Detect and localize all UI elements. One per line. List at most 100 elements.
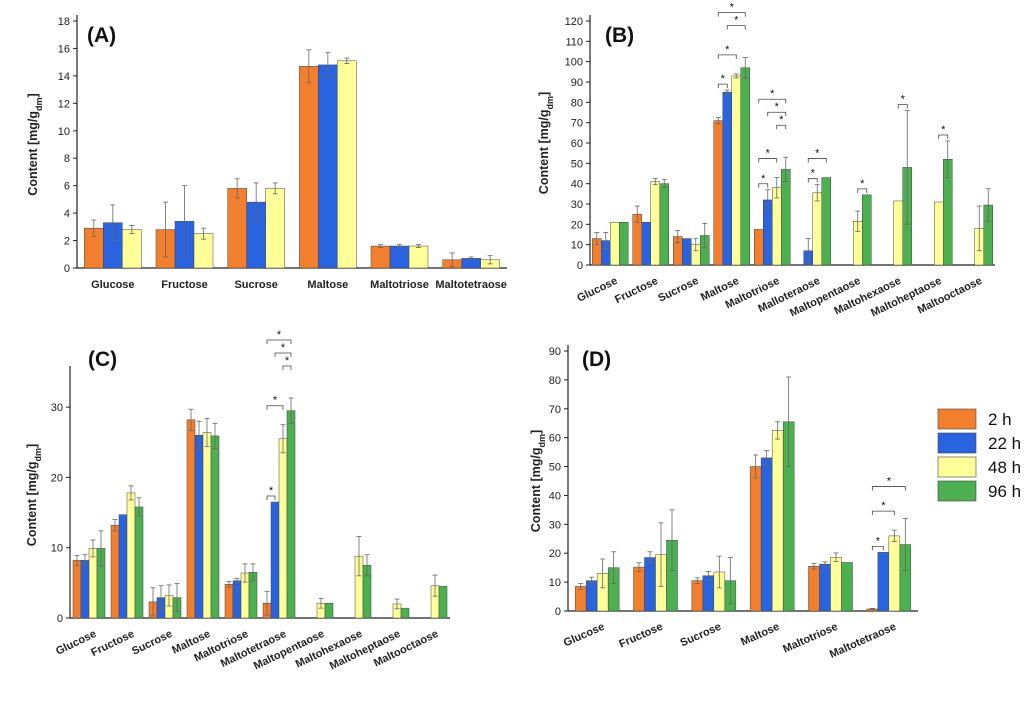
legend-label: 96 h — [988, 482, 1021, 501]
bar — [682, 238, 692, 266]
significance-bracket — [717, 54, 737, 59]
x-tick-label: Fructose — [161, 279, 207, 291]
y-axis-label: Content [mg/gdm] — [26, 93, 44, 195]
y-tick-label: 0 — [57, 613, 63, 625]
legend-label: 48 h — [988, 458, 1021, 477]
significance-bracket — [767, 111, 787, 117]
y-tick-label: 20 — [571, 219, 583, 231]
y-tick-label: 110 — [565, 36, 583, 48]
significance-bracket — [758, 98, 787, 104]
bar — [691, 580, 704, 612]
significance-star: * — [901, 93, 906, 105]
x-tick-label: Fructose — [89, 628, 136, 659]
y-tick-label: 4 — [64, 208, 70, 220]
bar — [893, 200, 903, 266]
y-tick-label: 10 — [58, 126, 70, 138]
y-tick-label: 18 — [58, 16, 70, 28]
y-tick-label: 90 — [571, 77, 583, 89]
bar — [808, 565, 820, 612]
bar — [713, 120, 723, 266]
bar — [650, 181, 660, 266]
bar — [318, 64, 338, 269]
significance-star: * — [860, 178, 865, 190]
bar — [400, 607, 410, 619]
y-tick-label: 14 — [58, 71, 70, 83]
y-tick-label: 120 — [565, 16, 583, 28]
x-tick-label: Glucose — [562, 621, 607, 650]
significance-bracket — [776, 124, 787, 130]
y-tick-label: 60 — [549, 433, 561, 445]
y-tick-label: 12 — [58, 98, 70, 110]
bar — [574, 586, 587, 612]
significance-star: * — [273, 395, 278, 407]
bar — [830, 557, 842, 612]
significance-bracket — [266, 339, 292, 345]
y-tick-label: 50 — [549, 462, 561, 474]
y-axis-label: Content [mg/gdm] — [537, 92, 555, 194]
significance-bracket — [807, 178, 818, 183]
significance-star: * — [887, 476, 892, 488]
x-tick-label: Maltotetraose — [828, 621, 898, 661]
bar — [771, 430, 784, 612]
significance-bracket — [717, 83, 728, 89]
y-tick-label: 0 — [577, 260, 583, 272]
bar — [270, 501, 280, 619]
bar — [299, 66, 319, 269]
significance-bracket — [807, 158, 827, 163]
significance-star: * — [734, 15, 739, 27]
bar — [781, 169, 791, 266]
significance-star: * — [775, 101, 780, 113]
y-tick-label: 30 — [51, 402, 63, 414]
bar — [862, 194, 872, 266]
x-tick-label: Maltose — [739, 621, 781, 649]
bar — [186, 419, 196, 619]
y-tick-label: 16 — [58, 43, 70, 55]
significance-bracket — [266, 495, 276, 501]
bar — [877, 552, 890, 612]
legend-swatch — [937, 456, 977, 478]
y-axis-label: Content [mg/gdm] — [25, 444, 43, 546]
significance-bracket — [717, 12, 746, 17]
y-tick-label: 70 — [549, 404, 561, 416]
y-tick-label: 70 — [571, 118, 583, 130]
panel-label: (D) — [582, 348, 611, 371]
x-tick-label: Sucrose — [656, 275, 700, 305]
significance-star: * — [811, 168, 816, 180]
y-tick-label: 40 — [571, 179, 583, 191]
significance-star: * — [766, 148, 771, 160]
bar — [88, 548, 98, 619]
significance-bracket — [938, 134, 949, 139]
bar — [370, 245, 391, 269]
bar — [202, 432, 212, 619]
significance-bracket — [897, 104, 908, 109]
bar — [278, 438, 288, 619]
bar — [772, 187, 782, 266]
significance-star: * — [761, 173, 766, 185]
significance-star: * — [277, 329, 282, 341]
chart-panel-b: 0 10 20 30 40 50 60 70 80 90 100 110 120 Content [mg/… — [537, 2, 995, 319]
bar — [754, 229, 764, 266]
y-tick-label: 60 — [571, 138, 583, 150]
bar — [227, 188, 247, 269]
y-tick-label: 2 — [64, 236, 70, 248]
y-tick-label: 10 — [51, 543, 63, 555]
significance-star: * — [881, 500, 886, 512]
bar — [118, 514, 128, 619]
bar — [888, 535, 901, 612]
bar — [232, 580, 242, 619]
bar — [641, 222, 651, 266]
y-axis-label: Content [mg/gdm] — [529, 430, 547, 532]
bar — [585, 580, 598, 612]
bar — [749, 466, 762, 612]
significance-bracket — [266, 405, 284, 410]
y-tick-label: 6 — [64, 181, 70, 193]
panel-label: (B) — [605, 24, 634, 47]
significance-star: * — [876, 535, 881, 547]
y-tick-label: 20 — [549, 548, 561, 560]
y-tick-label: 80 — [549, 375, 561, 387]
significance-bracket — [274, 352, 292, 358]
x-tick-label: Sucrose — [130, 628, 174, 658]
bar — [819, 563, 831, 612]
y-tick-label: 30 — [571, 199, 583, 211]
